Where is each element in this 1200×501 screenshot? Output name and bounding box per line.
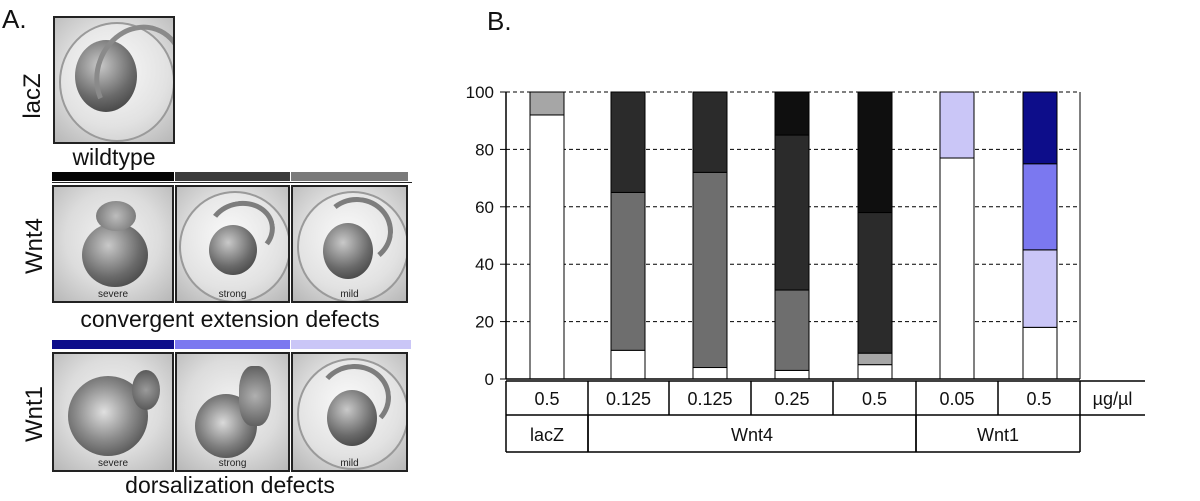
y-tick-label: 60 bbox=[475, 198, 494, 217]
category-label-5: 0.05 bbox=[939, 389, 974, 409]
category-label-3: 0.25 bbox=[774, 389, 809, 409]
group-label-wnt4: Wnt4 bbox=[731, 425, 773, 445]
bar-3 bbox=[774, 91, 810, 380]
bars bbox=[529, 91, 1058, 380]
wnt4-band-severe bbox=[52, 172, 174, 181]
wnt1-strong-image: strong bbox=[175, 352, 290, 472]
y-tick-label: 100 bbox=[466, 83, 494, 102]
category-label-2: 0.125 bbox=[687, 389, 732, 409]
bar-0-segment-1 bbox=[529, 91, 565, 116]
bar-6-segment-0 bbox=[1022, 326, 1058, 380]
bar-6-segment-3 bbox=[1022, 91, 1058, 165]
wnt4-band-strong bbox=[175, 172, 290, 181]
category-label-4: 0.5 bbox=[862, 389, 887, 409]
wnt4-strong-image: strong bbox=[175, 185, 290, 303]
bar-5-segment-1 bbox=[939, 91, 975, 159]
y-tick-labels: 0 20 40 60 80 100 bbox=[466, 83, 494, 389]
y-tick-label: 20 bbox=[475, 313, 494, 332]
y-tick-label: 40 bbox=[475, 255, 494, 274]
bar-5 bbox=[939, 91, 975, 380]
bar-4-segment-3 bbox=[857, 91, 893, 214]
bar-1-segment-1 bbox=[610, 191, 646, 351]
wnt1-band-mild bbox=[291, 340, 411, 349]
wnt1-band-strong bbox=[175, 340, 290, 349]
bar-2-segment-1 bbox=[692, 171, 728, 369]
group-label-wnt1: Wnt1 bbox=[977, 425, 1019, 445]
bar-5-segment-0 bbox=[939, 157, 975, 380]
bar-4-segment-1 bbox=[857, 352, 893, 366]
panel-b-label: B. bbox=[487, 6, 512, 36]
bar-0 bbox=[529, 91, 565, 380]
bar-2 bbox=[692, 91, 728, 380]
panel-a-label: A. bbox=[2, 4, 27, 34]
bar-3-segment-2 bbox=[774, 134, 810, 291]
bar-6-segment-1 bbox=[1022, 249, 1058, 328]
wnt1-caption: dorsalization defects bbox=[125, 472, 335, 498]
lacz-caption: wildtype bbox=[72, 144, 156, 170]
wnt4-band-mild bbox=[291, 172, 408, 181]
unit-label: µg/µl bbox=[1093, 389, 1133, 409]
category-label-1: 0.125 bbox=[606, 389, 651, 409]
y-tick-label: 0 bbox=[485, 370, 494, 389]
category-label-6: 0.5 bbox=[1026, 389, 1051, 409]
bar-6-segment-2 bbox=[1022, 163, 1058, 251]
bar-3-segment-0 bbox=[774, 369, 810, 380]
wnt1-mild-image: mild bbox=[291, 352, 408, 472]
bar-4 bbox=[857, 91, 893, 380]
bar-4-segment-2 bbox=[857, 212, 893, 354]
bar-0-segment-0 bbox=[529, 114, 565, 380]
wnt4-severe-image: severe bbox=[52, 185, 174, 303]
bar-6 bbox=[1022, 91, 1058, 380]
wnt4-mild-image: mild bbox=[291, 185, 408, 303]
bar-1-segment-2 bbox=[610, 91, 646, 193]
bar-1-segment-0 bbox=[610, 349, 646, 380]
bar-2-segment-2 bbox=[692, 91, 728, 173]
x-category-table: lacZ Wnt4 Wnt1 0.5 0.125 0.125 0.25 0.5 0.05 0.5 µ… bbox=[505, 380, 1145, 453]
group-label-lacz: lacZ bbox=[530, 425, 564, 445]
y-tick-label: 80 bbox=[475, 140, 494, 159]
bar-1 bbox=[610, 91, 646, 380]
bar-2-segment-0 bbox=[692, 367, 728, 380]
wnt4-caption: convergent extension defects bbox=[80, 306, 380, 332]
category-label-0: 0.5 bbox=[534, 389, 559, 409]
axes bbox=[500, 91, 1081, 380]
wnt1-severe-image: severe bbox=[52, 352, 174, 472]
bar-4-segment-0 bbox=[857, 364, 893, 380]
bar-3-segment-1 bbox=[774, 289, 810, 371]
bar-3-segment-3 bbox=[774, 91, 810, 136]
wnt4-divider bbox=[52, 182, 412, 183]
lacz-embryo-image bbox=[53, 16, 175, 144]
wnt1-band-severe bbox=[52, 340, 174, 349]
